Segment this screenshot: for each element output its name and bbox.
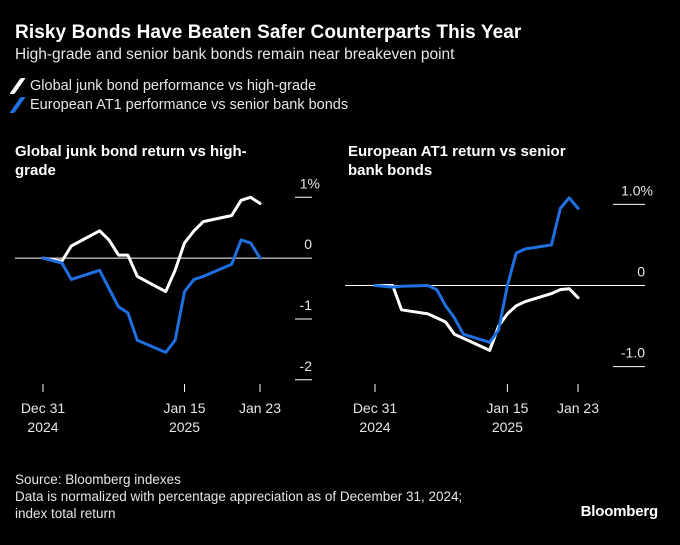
data-note-line2: index total return <box>15 506 116 521</box>
data-note-line1: Data is normalized with percentage appre… <box>15 489 463 504</box>
y-tick-label: -2 <box>300 358 313 374</box>
panel-title-line: Global junk bond return vs high- <box>15 143 247 160</box>
source-note: Source: Bloomberg indexes <box>15 472 181 487</box>
x-tick-label: 2025 <box>492 419 523 435</box>
panel-title-right: European AT1 return vs senior bank bonds <box>348 142 648 180</box>
panel-title-line: grade <box>15 162 56 179</box>
y-tick-label: -1 <box>300 297 313 313</box>
y-tick-label: -1.0 <box>621 345 645 361</box>
series-line-at1 <box>41 238 262 354</box>
y-tick-label: 1.0% <box>621 182 653 198</box>
y-tick-label: 1% <box>300 175 320 191</box>
y-tick-label: 0 <box>637 264 645 280</box>
x-tick-label: 2024 <box>359 419 390 435</box>
x-tick-label: Jan 23 <box>239 400 281 416</box>
panel-title-line: bank bonds <box>348 162 433 179</box>
series-line-junk <box>41 195 262 294</box>
y-tick-label: 0 <box>304 236 312 252</box>
x-tick-label: Jan 15 <box>163 400 205 416</box>
legend-item-junk: Global junk bond performance vs high-gra… <box>9 78 317 94</box>
panel-title-left: Global junk bond return vs high- grade <box>15 142 315 180</box>
legend-item-at1: European AT1 performance vs senior bank … <box>9 97 349 113</box>
panel-title-line: European AT1 return vs senior <box>348 143 566 160</box>
x-tick-label: 2025 <box>169 419 200 435</box>
chart-title: Risky Bonds Have Beaten Safer Counterpar… <box>15 22 522 43</box>
series-line-junk <box>373 284 580 352</box>
series-line-at1 <box>373 196 580 344</box>
x-tick-label: Jan 23 <box>557 400 599 416</box>
chart-subtitle: High-grade and senior bank bonds remain … <box>15 46 455 63</box>
x-tick-label: 2024 <box>27 419 58 435</box>
legend-label: Global junk bond performance vs high-gra… <box>30 78 317 94</box>
x-tick-label: Dec 31 <box>353 400 398 416</box>
x-tick-label: Dec 31 <box>21 400 66 416</box>
x-tick-label: Jan 15 <box>486 400 528 416</box>
legend-label: European AT1 performance vs senior bank … <box>30 97 349 113</box>
bloomberg-logo: Bloomberg <box>580 503 659 520</box>
